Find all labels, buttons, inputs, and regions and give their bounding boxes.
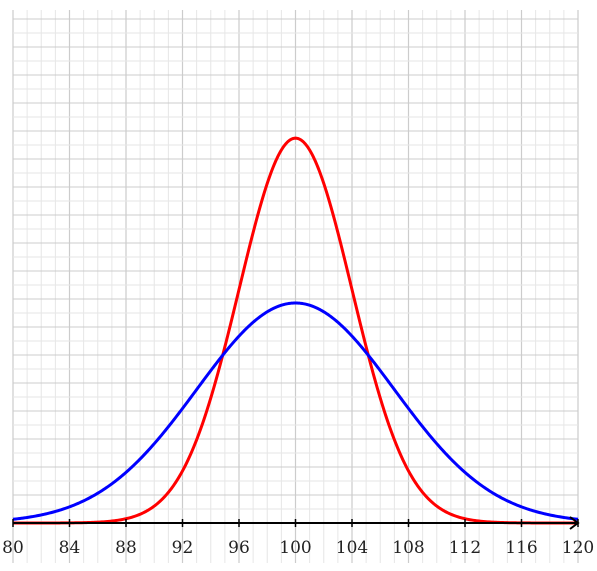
series-2-curve [12, 301, 579, 521]
x-tick-label: 80 [2, 538, 24, 558]
x-tick-label: 88 [115, 538, 137, 558]
grid [12, 10, 579, 563]
series-1-curve [12, 136, 579, 525]
x-tick-label: 84 [59, 538, 81, 558]
x-tick-label: 104 [336, 538, 368, 558]
curves [12, 136, 579, 525]
x-tick-label: 116 [505, 538, 537, 558]
x-tick-label: 120 [562, 538, 594, 558]
x-axis-ticks: 80 84 88 92 96 100 104 108 112 116 120 [2, 519, 594, 558]
x-tick-label: 108 [392, 538, 424, 558]
x-tick-label: 112 [449, 538, 481, 558]
x-tick-label: 92 [172, 538, 194, 558]
x-tick-label: 96 [228, 538, 250, 558]
x-tick-label: 100 [279, 538, 311, 558]
